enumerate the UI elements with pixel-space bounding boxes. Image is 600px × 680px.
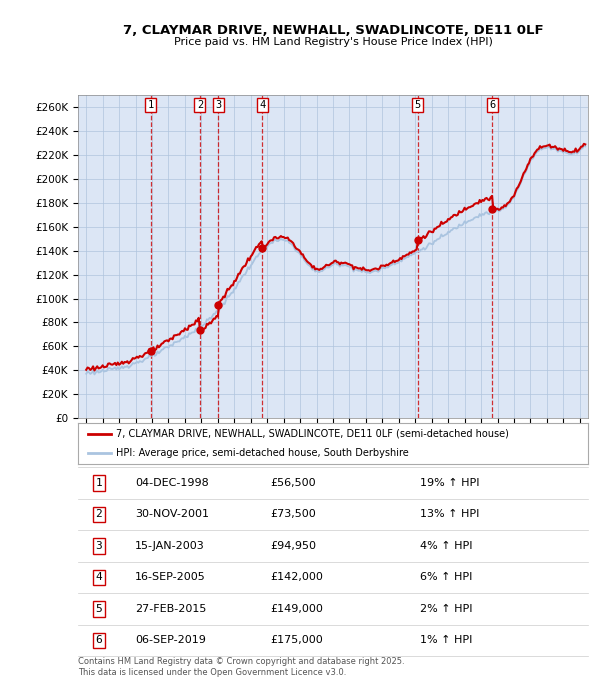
Text: 04-DEC-1998: 04-DEC-1998 — [135, 478, 209, 488]
Text: 1: 1 — [148, 100, 154, 110]
Text: £56,500: £56,500 — [270, 478, 316, 488]
Text: HPI: Average price, semi-detached house, South Derbyshire: HPI: Average price, semi-detached house,… — [116, 447, 409, 458]
Text: 4% ↑ HPI: 4% ↑ HPI — [420, 541, 473, 551]
Text: 6: 6 — [95, 635, 103, 645]
Text: 2: 2 — [95, 509, 103, 520]
Text: 4: 4 — [95, 573, 103, 583]
Text: 7, CLAYMAR DRIVE, NEWHALL, SWADLINCOTE, DE11 0LF: 7, CLAYMAR DRIVE, NEWHALL, SWADLINCOTE, … — [122, 24, 544, 37]
Text: £142,000: £142,000 — [270, 573, 323, 583]
Text: 3: 3 — [215, 100, 221, 110]
Text: 7, CLAYMAR DRIVE, NEWHALL, SWADLINCOTE, DE11 0LF (semi-detached house): 7, CLAYMAR DRIVE, NEWHALL, SWADLINCOTE, … — [116, 429, 509, 439]
Text: 5: 5 — [95, 604, 103, 614]
Text: 27-FEB-2015: 27-FEB-2015 — [135, 604, 206, 614]
Text: 16-SEP-2005: 16-SEP-2005 — [135, 573, 206, 583]
Text: 2: 2 — [197, 100, 203, 110]
Text: 15-JAN-2003: 15-JAN-2003 — [135, 541, 205, 551]
Text: £94,950: £94,950 — [270, 541, 316, 551]
Text: 2% ↑ HPI: 2% ↑ HPI — [420, 604, 473, 614]
Text: £175,000: £175,000 — [270, 635, 323, 645]
Text: 1: 1 — [95, 478, 103, 488]
Text: 3: 3 — [95, 541, 103, 551]
Text: 6% ↑ HPI: 6% ↑ HPI — [420, 573, 472, 583]
Text: 30-NOV-2001: 30-NOV-2001 — [135, 509, 209, 520]
Text: 5: 5 — [415, 100, 421, 110]
Text: 13% ↑ HPI: 13% ↑ HPI — [420, 509, 479, 520]
Text: 1% ↑ HPI: 1% ↑ HPI — [420, 635, 472, 645]
Text: Price paid vs. HM Land Registry's House Price Index (HPI): Price paid vs. HM Land Registry's House … — [173, 37, 493, 48]
Text: 4: 4 — [259, 100, 266, 110]
Text: £149,000: £149,000 — [270, 604, 323, 614]
Text: Contains HM Land Registry data © Crown copyright and database right 2025.
This d: Contains HM Land Registry data © Crown c… — [78, 657, 404, 677]
Text: 19% ↑ HPI: 19% ↑ HPI — [420, 478, 479, 488]
Text: £73,500: £73,500 — [270, 509, 316, 520]
Text: 06-SEP-2019: 06-SEP-2019 — [135, 635, 206, 645]
Text: 6: 6 — [489, 100, 496, 110]
